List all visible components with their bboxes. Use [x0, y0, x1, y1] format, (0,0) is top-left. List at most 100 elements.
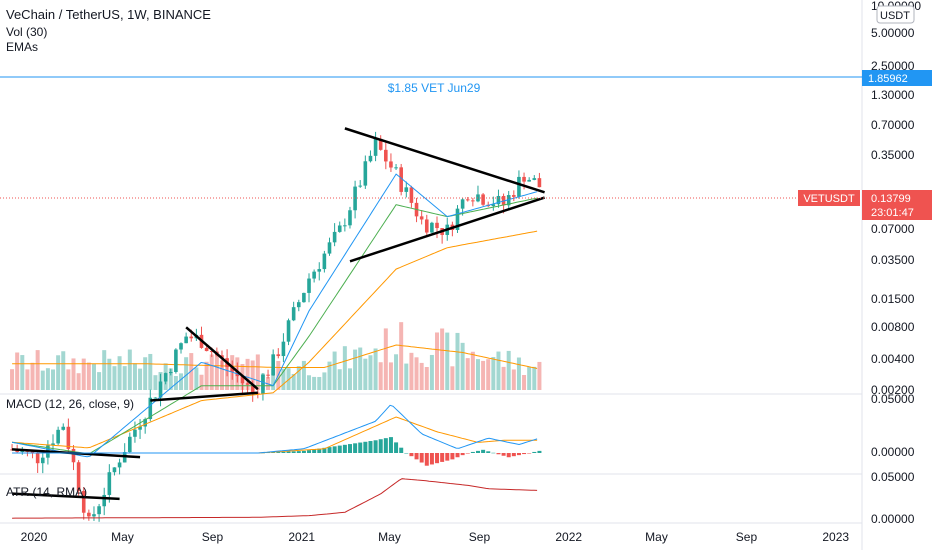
trendline[interactable] — [349, 196, 545, 263]
price-tick-label: 2.50000 — [871, 59, 915, 73]
candle-body — [143, 419, 147, 427]
volume-bar — [353, 349, 358, 390]
ema-slow-line — [12, 230, 538, 449]
candle-body — [168, 372, 173, 374]
candle-body — [92, 514, 96, 517]
volume-bar — [516, 357, 521, 390]
candle-body — [332, 231, 337, 243]
chart-title[interactable]: VeChain / TetherUS, 1W, BINANCE — [6, 7, 211, 22]
macd-tick-label: 0.05000 — [871, 392, 915, 406]
candle-body — [363, 161, 368, 186]
volume-bar — [337, 369, 342, 390]
macd-histogram-bar — [470, 451, 475, 453]
symbol-badge-text: VETUSDT — [803, 193, 855, 205]
volume-bar — [204, 361, 209, 390]
macd-histogram-bar — [429, 453, 434, 465]
candle-body — [496, 195, 501, 205]
volume-bar — [102, 350, 107, 390]
candle-body — [204, 347, 209, 352]
candle-body — [378, 138, 383, 150]
candle-body — [163, 373, 168, 382]
trendlines-group[interactable] — [11, 127, 545, 501]
volume-bar — [378, 362, 383, 390]
volume-bar — [189, 353, 194, 390]
candle-body — [430, 222, 434, 233]
volume-bar — [45, 368, 50, 390]
candles-group — [10, 131, 542, 522]
volume-bar — [537, 361, 542, 390]
volume-bar — [15, 352, 20, 390]
candle-body — [81, 490, 86, 513]
candle-body — [51, 443, 55, 446]
volume-bar — [245, 358, 250, 390]
candle-body — [358, 185, 363, 187]
trendline[interactable] — [11, 492, 120, 501]
macd-tick-label: 0.00000 — [871, 445, 915, 459]
candle-body — [481, 194, 485, 205]
volume-bar — [194, 367, 199, 390]
volume-bar — [10, 369, 15, 390]
volume-bar — [470, 351, 475, 390]
candle-body — [517, 176, 521, 197]
volume-bar — [209, 354, 214, 390]
candle-body — [107, 472, 112, 495]
candle-body — [327, 242, 332, 254]
macd-histogram-bar — [301, 450, 306, 453]
macd-histogram-bar — [388, 437, 393, 453]
trendline[interactable] — [185, 326, 259, 391]
volume-bar — [148, 353, 153, 390]
volume-bar — [179, 373, 184, 390]
price-tick-label: 0.01500 — [871, 292, 915, 306]
volume-bar — [347, 368, 352, 390]
candle-body — [153, 397, 158, 399]
candle-body — [271, 354, 275, 376]
candle-body — [276, 354, 281, 357]
atr-legend[interactable]: ATR (14, RMA) — [6, 485, 87, 499]
price-tick-label: 0.00200 — [871, 383, 915, 397]
volume-bar — [56, 355, 61, 390]
volume-bar — [399, 322, 404, 390]
candle-body — [353, 186, 357, 211]
volume-bar — [143, 357, 148, 390]
candle-body — [512, 195, 516, 197]
candle-body — [373, 138, 378, 156]
time-tick-label: 2022 — [555, 530, 582, 544]
candle-body — [527, 179, 531, 182]
price-tick-label: 1.30000 — [871, 88, 915, 102]
time-tick-label: Sep — [469, 530, 491, 544]
macd-legend[interactable]: MACD (12, 26, close, 9) — [6, 397, 134, 411]
volume-legend[interactable]: Vol (30) — [6, 25, 47, 39]
macd-histogram-bar — [404, 452, 409, 454]
volume-bar — [496, 351, 501, 390]
trendline[interactable] — [344, 127, 545, 194]
price-tick-label: 5.00000 — [871, 26, 915, 40]
volume-bar — [122, 366, 127, 390]
candle-body — [286, 320, 291, 342]
macd-histogram-bar — [455, 453, 460, 458]
macd-histogram-bar — [276, 452, 281, 453]
last-price-text: 0.13799 — [871, 193, 911, 205]
volume-bar — [327, 361, 332, 390]
candle-body — [138, 426, 142, 430]
volume-bar — [112, 366, 117, 390]
volume-bar — [532, 366, 537, 390]
volume-bar — [358, 347, 363, 390]
candle-body — [112, 467, 117, 473]
candle-body — [409, 187, 414, 203]
candle-body — [179, 343, 183, 350]
volume-bar — [465, 358, 470, 390]
time-tick-label: 2020 — [21, 530, 48, 544]
macd-histogram-bar — [435, 453, 440, 464]
candle-body — [189, 336, 194, 339]
macd-histogram-bar — [368, 441, 373, 453]
candle-body — [532, 178, 537, 180]
candle-body — [317, 269, 322, 272]
ema-legend[interactable]: EMAs — [6, 40, 38, 54]
trendline[interactable] — [150, 391, 258, 402]
candle-body — [348, 210, 352, 226]
atr-line — [12, 478, 538, 519]
volume-bar — [296, 366, 301, 390]
currency-button[interactable] — [876, 5, 915, 24]
